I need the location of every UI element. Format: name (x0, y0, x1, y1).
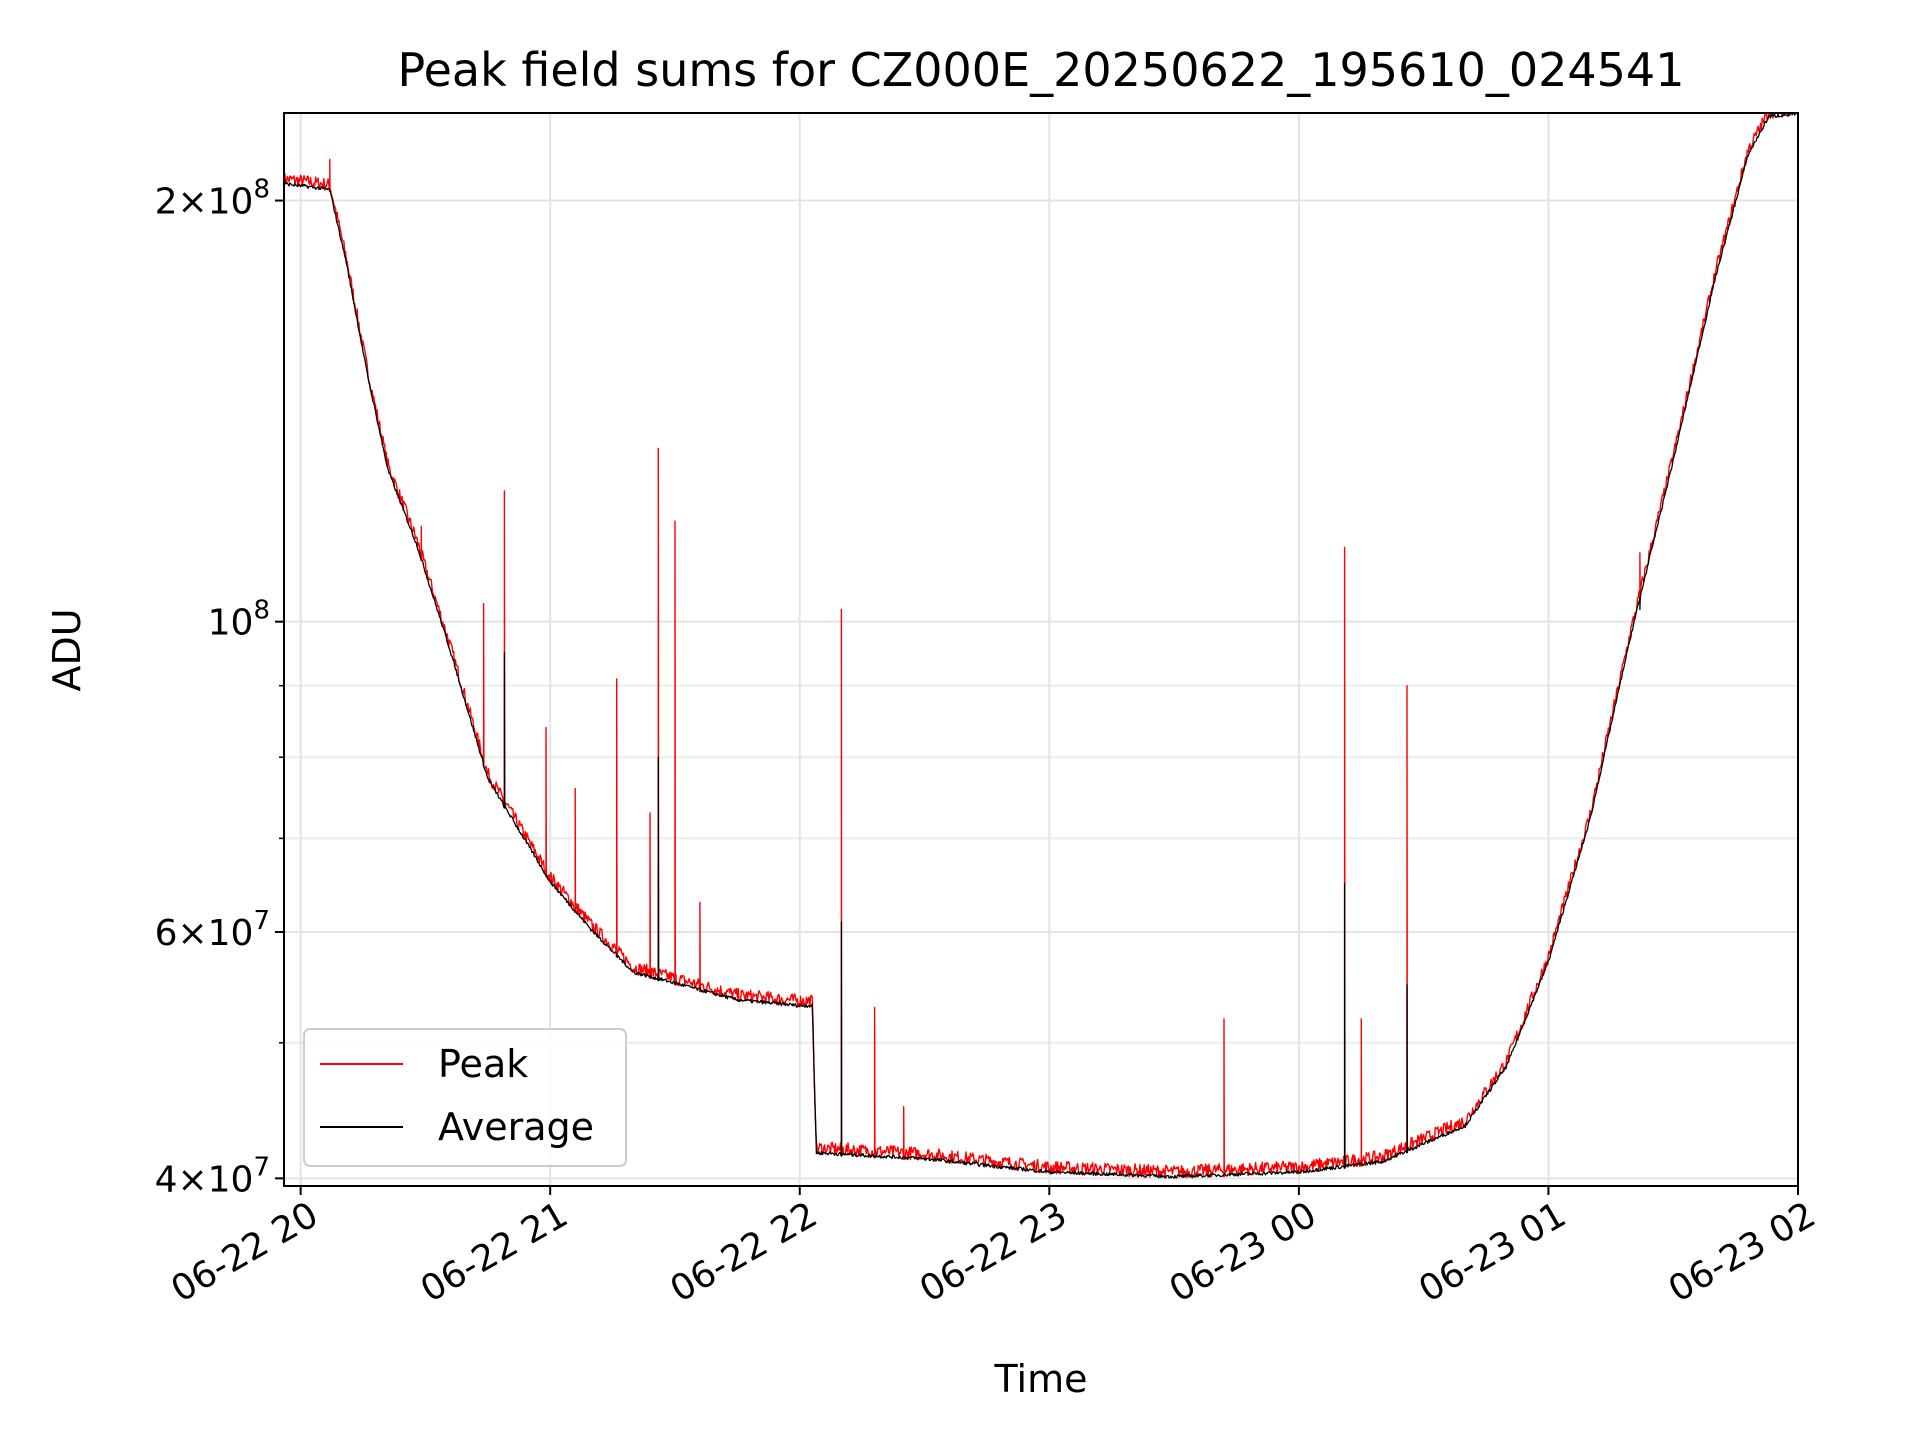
y-tick-label: 4×107 (155, 1152, 270, 1200)
chart-title: Peak field sums for CZ000E_20250622_1956… (398, 43, 1685, 97)
series-peak-line (283, 112, 1798, 1179)
plot-area (283, 112, 1799, 1179)
y-axis: 4×107 6×107 108 2×108 (155, 175, 284, 1200)
legend-average-label: Average (438, 1105, 594, 1149)
legend: Peak Average (303, 1028, 627, 1167)
y-tick-label: 2×108 (155, 175, 270, 223)
y-tick-label: 6×107 (155, 906, 270, 954)
series-average-line (283, 112, 1799, 1179)
legend-peak-label: Peak (438, 1042, 528, 1086)
axes-frame (283, 112, 1799, 1187)
y-axis-label: ADU (45, 608, 89, 691)
x-axis-label: Time (994, 1357, 1088, 1401)
y-tick-label: 108 (208, 596, 270, 644)
